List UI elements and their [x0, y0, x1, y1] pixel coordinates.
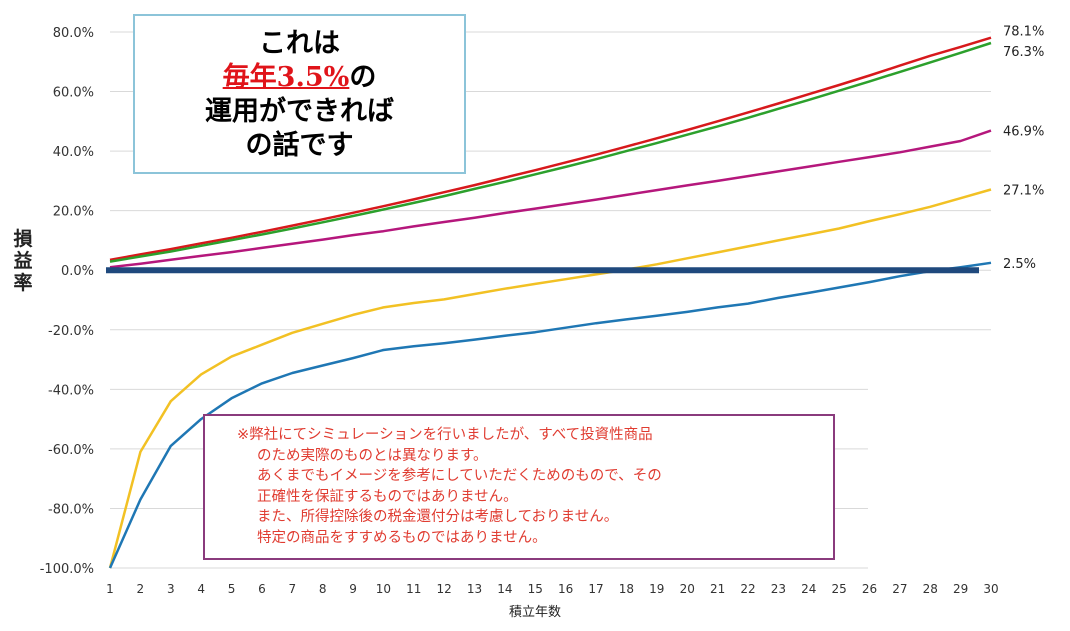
y-axis-title-char: 益: [13, 250, 33, 272]
x-tick-label: 3: [167, 582, 175, 596]
x-tick-label: 9: [349, 582, 357, 596]
x-tick-label: 21: [710, 582, 725, 596]
x-tick-label: 13: [467, 582, 482, 596]
disclaimer-line: 正確性を保証するものではありません。: [257, 488, 518, 505]
disclaimer-line: また、所得控除後の税金還付分は考慮しておりません。: [257, 509, 619, 525]
headline-line-3: 運用ができれば: [205, 96, 394, 127]
headline-rate: 毎年3.5%: [222, 62, 350, 93]
x-tick-label: 30: [983, 582, 998, 596]
x-tick-label: 16: [558, 582, 573, 596]
y-tick-label: 0.0%: [61, 264, 94, 279]
x-tick-label: 7: [288, 582, 296, 596]
disclaimer-line: 特定の商品をすすめるものではありません。: [257, 529, 547, 546]
x-tick-label: 28: [923, 582, 938, 596]
x-tick-label: 29: [953, 582, 968, 596]
end-value-label: 46.9%: [1003, 125, 1044, 140]
x-tick-label: 5: [228, 582, 236, 596]
end-value-label: 76.3%: [1003, 45, 1044, 60]
y-axis-title-char: 率: [13, 272, 33, 294]
x-tick-label: 19: [649, 582, 664, 596]
x-axis-title: 積立年数: [509, 605, 561, 620]
disclaimer-line: あくまでもイメージを参考にしていただくためのもので、その: [257, 468, 662, 484]
x-tick-label: 18: [619, 582, 634, 596]
x-tick-label: 4: [197, 582, 205, 596]
x-tick-label: 12: [437, 582, 452, 596]
series-line-1: [109, 36, 992, 262]
x-tick-label: 23: [771, 582, 786, 596]
x-tick-label: 11: [406, 582, 421, 596]
disclaimer-line: のため実際のものとは異なります。: [257, 447, 488, 464]
y-tick-label: -60.0%: [48, 443, 94, 458]
y-tick-label: 60.0%: [53, 86, 94, 101]
end-value-label: 78.1%: [1003, 25, 1044, 40]
y-tick-label: -80.0%: [48, 502, 94, 517]
x-tick-label: 6: [258, 582, 266, 596]
headline-box: これは 毎年3.5%の 運用ができれば の話です: [133, 14, 466, 174]
series-line-5: [108, 261, 992, 569]
x-tick-label: 1: [106, 582, 114, 596]
x-tick-label: 27: [892, 582, 907, 596]
x-tick-label: 8: [319, 582, 327, 596]
x-tick-label: 20: [680, 582, 695, 596]
end-value-labels: 78.1% 76.3% 46.9% 27.1% 2.5%: [1003, 25, 1044, 272]
end-value-label: 27.1%: [1003, 184, 1044, 199]
y-tick-label: 40.0%: [53, 145, 94, 160]
x-tick-label: 10: [376, 582, 391, 596]
x-tick-label: 2: [137, 582, 145, 596]
series-line-2: [109, 41, 992, 263]
x-tick-label: 17: [588, 582, 603, 596]
y-axis-title: 損 益 率: [10, 228, 36, 294]
x-tick-label: 24: [801, 582, 816, 596]
y-axis-ticks: 80.0% 60.0% 40.0% 20.0% 0.0% -20.0% -40.0% -60.…: [40, 26, 94, 577]
x-tick-label: 15: [528, 582, 543, 596]
y-tick-label: 20.0%: [53, 205, 94, 220]
end-value-label: 2.5%: [1003, 257, 1036, 272]
y-axis-title-char: 損: [13, 228, 33, 250]
disclaimer-line: ※弊社にてシミュレーションを行いましたが、すべて投資性商品: [237, 427, 653, 443]
x-axis-ticks: 1 2 3 4 5 6 7 8 9 10 11 12 13 14 15 16 17 18 19 20 21 22 23 24 2…: [106, 582, 998, 596]
series-lines: [108, 36, 992, 569]
x-tick-label: 25: [831, 582, 846, 596]
headline-line-2-suffix: の: [349, 62, 377, 93]
x-tick-label: 26: [862, 582, 877, 596]
series-line-3: [109, 129, 992, 269]
disclaimer-box: ※弊社にてシミュレーションを行いましたが、すべて投資性商品 のため実際のものとは…: [203, 414, 835, 560]
x-tick-label: 22: [740, 582, 755, 596]
series-line-4: [108, 188, 992, 569]
y-tick-label: -40.0%: [48, 383, 94, 398]
x-tick-label: 14: [497, 582, 512, 596]
headline-line-4: の話です: [245, 130, 354, 161]
y-tick-label: -100.0%: [40, 562, 94, 577]
headline-line-1: これは: [259, 28, 340, 59]
headline-line-2: 毎年3.5%の: [135, 61, 464, 95]
y-tick-label: -20.0%: [48, 324, 94, 339]
y-tick-label: 80.0%: [53, 26, 94, 41]
